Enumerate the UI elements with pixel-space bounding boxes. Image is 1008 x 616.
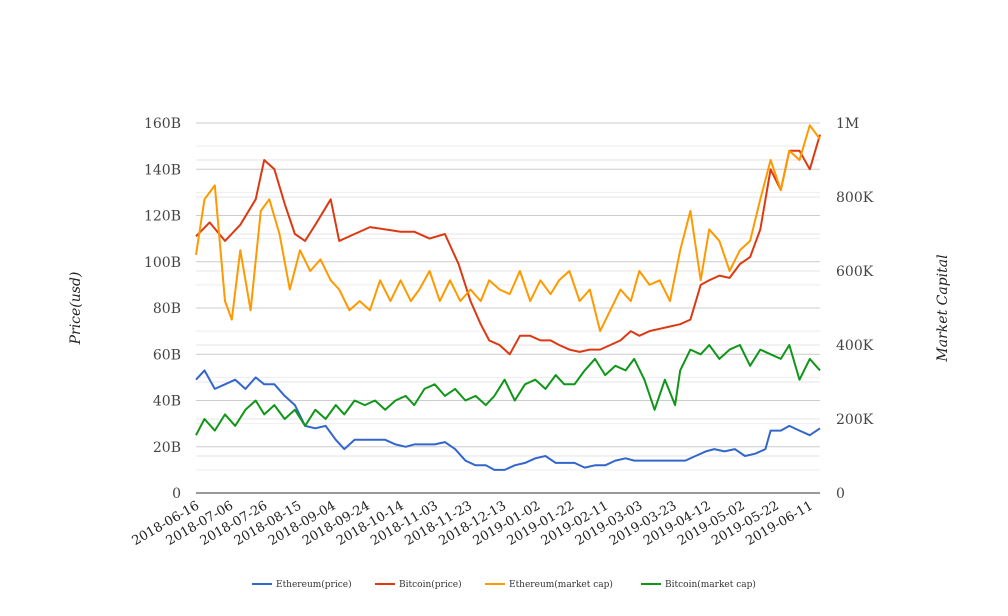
right-axis-ticks: 0 200K 400K 600K 800K 1M	[836, 116, 874, 502]
y-tick-label: 120B	[144, 209, 181, 225]
gridlines	[196, 122, 820, 471]
legend-label: Bitcoin(price)	[399, 579, 462, 590]
y2-tick-label: 800K	[836, 190, 874, 206]
y-tick-label: 40B	[153, 394, 181, 410]
y-tick-label: 80B	[153, 301, 181, 317]
legend-item[interactable]: Ethereum(price)	[252, 579, 352, 590]
series-line-ethereum-price	[195, 369, 821, 471]
left-axis-ticks: 0 20B 40B 60B 80B 100B 120B 140B 160B	[144, 116, 181, 502]
y-tick-label: 60B	[153, 347, 181, 363]
legend-item[interactable]: Bitcoin(price)	[375, 579, 462, 590]
y2-tick-label: 400K	[836, 338, 874, 354]
y-tick-label: 160B	[144, 116, 181, 132]
x-axis-ticks: 2018-06-162018-07-062018-07-262018-08-15…	[130, 498, 816, 548]
series-line-bitcoin-price	[195, 134, 821, 356]
y2-tick-label: 200K	[836, 412, 874, 428]
series-line-bitcoin-market-cap	[195, 344, 821, 436]
legend-label: Ethereum(market cap)	[509, 579, 613, 590]
y-tick-label: 0	[172, 486, 181, 502]
series-lines	[195, 124, 821, 471]
right-axis-title: Market Capital	[935, 254, 951, 362]
y2-tick-label: 0	[836, 486, 845, 502]
y-tick-label: 20B	[153, 440, 181, 456]
y2-tick-label: 600K	[836, 264, 874, 280]
y2-tick-label: 1M	[836, 116, 859, 132]
legend-label: Ethereum(price)	[276, 579, 352, 590]
series-line-ethereum-market-cap	[195, 124, 821, 333]
legend-item[interactable]: Ethereum(market cap)	[485, 579, 613, 590]
left-axis-title: Price(usd)	[68, 272, 84, 346]
legend: Ethereum(price) Bitcoin(price) Ethereum(ma…	[252, 579, 756, 590]
legend-item[interactable]: Bitcoin(market cap)	[641, 579, 756, 590]
y-tick-label: 140B	[144, 162, 181, 178]
legend-label: Bitcoin(market cap)	[665, 579, 756, 590]
y-tick-label: 100B	[144, 255, 181, 271]
